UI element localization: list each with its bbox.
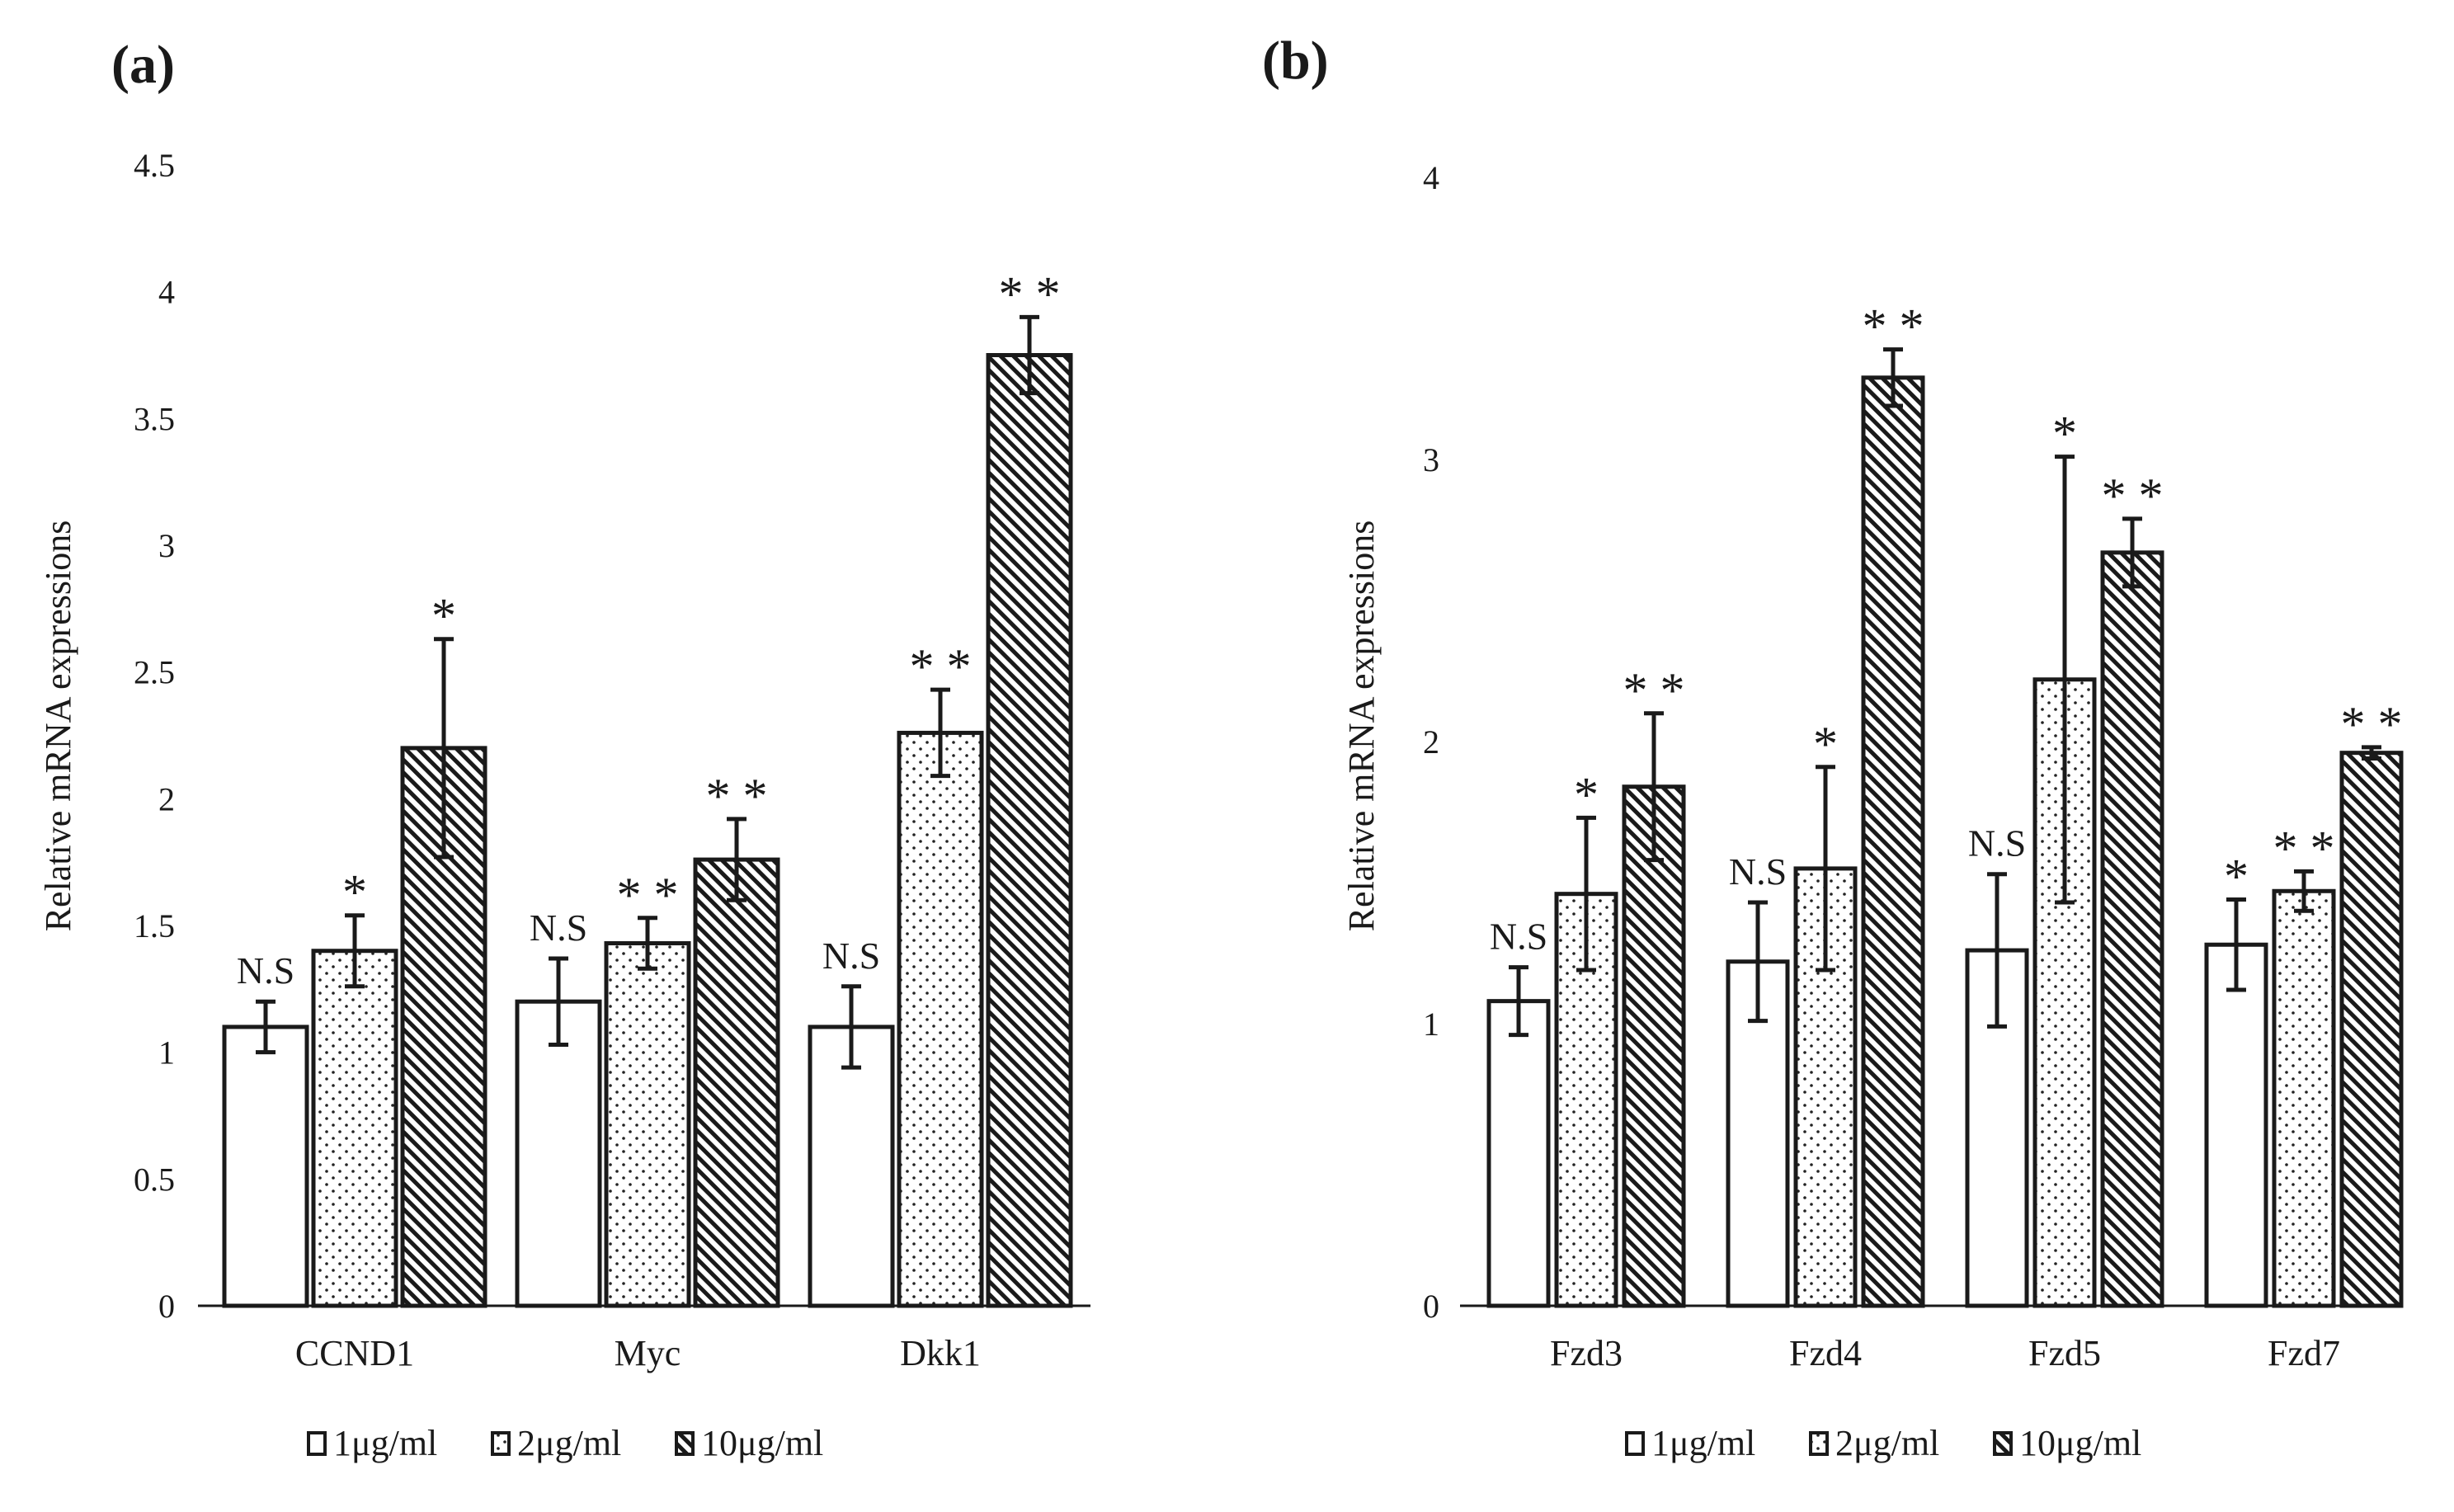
significance-label: * * xyxy=(2102,469,2164,523)
y-tick-label: 3.5 xyxy=(134,400,175,437)
bar xyxy=(311,949,398,1308)
bar xyxy=(897,730,984,1308)
legend-label-a-2: 2μg/ml xyxy=(517,1423,621,1463)
legend-a: 1μg/ml 2μg/ml 10μg/ml xyxy=(307,1423,823,1463)
y-tick-label: 3 xyxy=(158,527,175,564)
bar xyxy=(986,353,1073,1308)
category-label: Fzd5 xyxy=(2028,1333,2101,1373)
significance-labels-a: N.S * * N.S * * * * N.S * * * * xyxy=(237,266,1061,992)
bar xyxy=(1622,784,1686,1308)
legend-swatch-a-1 xyxy=(307,1431,327,1456)
significance-label: * xyxy=(2224,850,2249,904)
bar xyxy=(1486,999,1551,1308)
y-axis-ticks-b: 0 1 2 3 4 xyxy=(1423,159,1439,1325)
bar-group-a xyxy=(222,353,1073,1308)
legend-swatch-b-1 xyxy=(1625,1431,1645,1456)
category-label: Fzd7 xyxy=(2268,1333,2340,1373)
significance-label: * * xyxy=(910,639,972,694)
category-label: Dkk1 xyxy=(900,1333,981,1373)
y-tick-label: 3 xyxy=(1423,441,1439,478)
significance-label: N.S xyxy=(1968,822,2026,864)
significance-label: * xyxy=(2052,407,2077,461)
y-tick-label: 0 xyxy=(1423,1288,1439,1325)
bar xyxy=(2272,888,2336,1308)
y-tick-label: 2 xyxy=(1423,723,1439,761)
bar xyxy=(222,1024,309,1308)
legend-label-b-1: 1μg/ml xyxy=(1651,1423,1755,1463)
significance-label: * xyxy=(1813,717,1838,771)
legend-b: 1μg/ml 2μg/ml 10μg/ml xyxy=(1625,1423,2141,1463)
y-axis-title-b: Relative mRNA expressions xyxy=(1341,520,1382,932)
y-tick-label: 4 xyxy=(1423,159,1439,196)
significance-label: * xyxy=(431,589,456,643)
chart-panel-b: (b) Relative mRNA expressions 0 1 2 3 4 N.S *… xyxy=(1262,31,2404,1463)
panel-label-b: (b) xyxy=(1262,31,1329,91)
significance-label: N.S xyxy=(530,907,587,949)
panel-label-a: (a) xyxy=(111,35,175,95)
y-tick-label: 1 xyxy=(158,1034,175,1072)
significance-label: * * xyxy=(999,266,1061,321)
significance-label: * xyxy=(1574,767,1599,822)
legend-label-b-3: 10μg/ml xyxy=(2019,1423,2141,1463)
y-tick-label: 2 xyxy=(158,780,175,817)
category-labels-b: Fzd3 Fzd4 Fzd5 Fzd7 xyxy=(1550,1333,2340,1373)
significance-label: * * xyxy=(617,868,679,922)
legend-label-a-3: 10μg/ml xyxy=(701,1423,823,1463)
bar-group-b xyxy=(1486,375,2404,1308)
significance-label: N.S xyxy=(1490,916,1547,958)
legend-swatch-b-2 xyxy=(1809,1431,1829,1456)
error-bars-b xyxy=(1509,347,2381,1038)
chart-panel-a: (a) Relative mRNA expressions 0 0.5 1 1.5 2 2… xyxy=(38,35,1090,1463)
significance-label: N.S xyxy=(1729,850,1787,893)
y-tick-label: 2.5 xyxy=(134,654,175,691)
legend-swatch-a-2 xyxy=(491,1431,511,1456)
category-label: Myc xyxy=(615,1333,681,1373)
category-label: Fzd3 xyxy=(1550,1333,1623,1373)
category-label: Fzd4 xyxy=(1789,1333,1862,1373)
bar xyxy=(808,1024,895,1308)
significance-label: * * xyxy=(706,769,768,823)
y-tick-label: 4.5 xyxy=(134,147,175,184)
significance-label: * xyxy=(342,865,367,920)
y-tick-label: 1.5 xyxy=(134,907,175,944)
significance-label: N.S xyxy=(822,935,880,977)
significance-label: N.S xyxy=(237,949,294,992)
bar xyxy=(2339,751,2404,1308)
legend-label-a-1: 1μg/ml xyxy=(333,1423,437,1463)
significance-label: * * xyxy=(2273,821,2335,875)
bar xyxy=(693,857,780,1308)
bar xyxy=(2100,550,2164,1308)
bar xyxy=(515,999,602,1308)
legend-swatch-b-3 xyxy=(1993,1431,2013,1456)
bar xyxy=(2204,942,2268,1308)
bar xyxy=(1861,375,1925,1308)
y-tick-label: 0 xyxy=(158,1288,175,1325)
y-tick-label: 1 xyxy=(1423,1006,1439,1043)
category-label: CCND1 xyxy=(295,1333,414,1373)
significance-label: * * xyxy=(1623,663,1685,718)
legend-swatch-a-3 xyxy=(675,1431,695,1456)
error-bars-a xyxy=(256,314,1039,1070)
bar xyxy=(604,941,691,1308)
y-tick-label: 4 xyxy=(158,274,175,311)
significance-label: * * xyxy=(2341,697,2403,751)
y-tick-label: 0.5 xyxy=(134,1161,175,1198)
significance-label: * * xyxy=(1863,299,1924,354)
category-labels-a: CCND1 Myc Dkk1 xyxy=(295,1333,981,1373)
significance-labels-b: N.S * * * N.S * * * N.S * * * * * * * * xyxy=(1490,299,2403,958)
legend-label-b-2: 2μg/ml xyxy=(1835,1423,1939,1463)
y-axis-ticks-a: 0 0.5 1 1.5 2 2.5 3 3.5 4 4.5 xyxy=(134,147,175,1325)
y-axis-title-a: Relative mRNA expressions xyxy=(38,520,78,932)
